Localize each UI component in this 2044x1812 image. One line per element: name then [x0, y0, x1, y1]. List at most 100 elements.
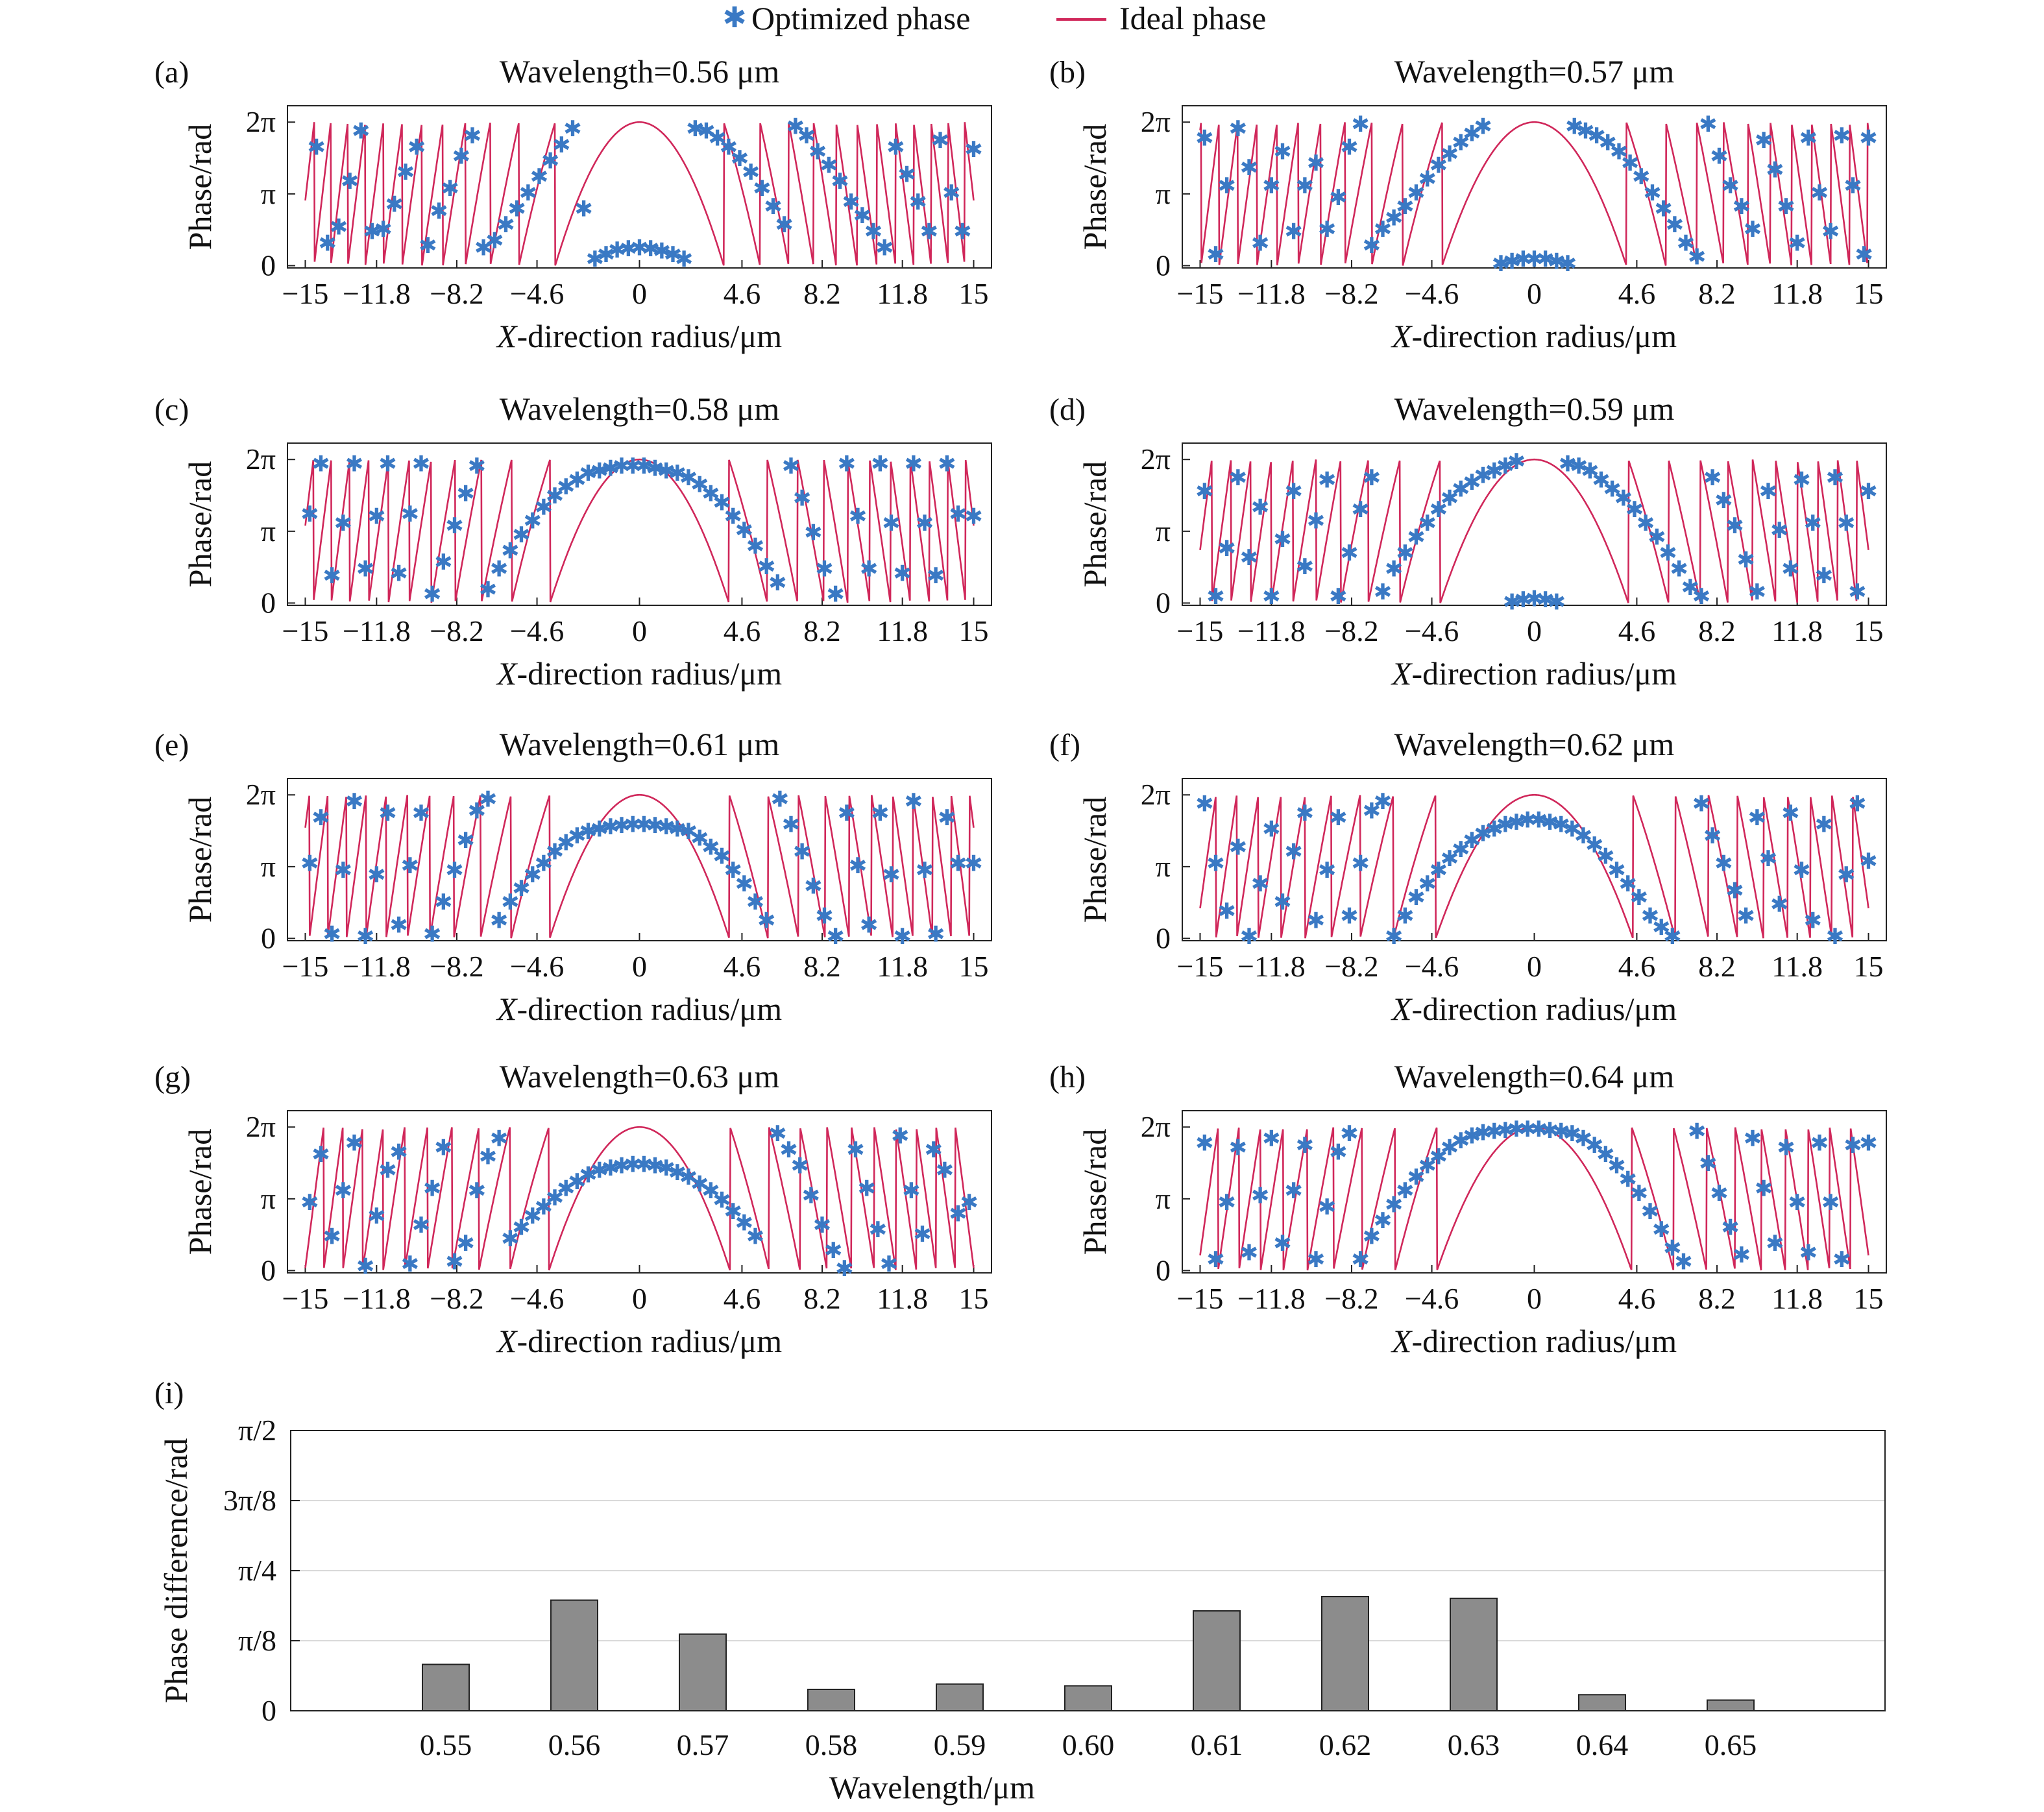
bar: [1707, 1699, 1755, 1711]
optimized-phase-point: ✱: [597, 243, 616, 267]
x-axis-label: X-direction radius/μm: [496, 1323, 782, 1359]
optimized-phase-point: ✱: [1621, 152, 1640, 176]
optimized-phase-point: ✱: [1736, 904, 1755, 928]
optimized-phase-point: ✱: [927, 923, 945, 947]
optimized-phase-point: ✱: [1666, 213, 1685, 237]
optimized-phase-point: ✱: [949, 852, 967, 876]
optimized-phase-point: ✱: [512, 524, 531, 548]
x-axis-label-italic: X: [1391, 318, 1413, 354]
optimized-phase-point: ✱: [1463, 122, 1481, 146]
x-axis-label-rest: -direction radius/μm: [517, 655, 782, 692]
optimized-phase-point: ✱: [635, 455, 653, 479]
y-tick-label: 2π: [1141, 1110, 1171, 1143]
optimized-phase-point: ✱: [786, 115, 805, 139]
optimized-phase-point: ✱: [1721, 175, 1740, 199]
x-tick-label: 0: [1527, 614, 1542, 647]
y-axis-label: Phase/rad: [182, 797, 218, 923]
optimized-phase-point: ✱: [401, 854, 420, 878]
optimized-phase-point: ✱: [378, 1159, 397, 1183]
optimized-phase-point: ✱: [1777, 1136, 1795, 1160]
optimized-phase-point: ✱: [445, 1250, 464, 1274]
optimized-phase-point: ✱: [412, 1214, 431, 1238]
optimized-phase-point: ✱: [964, 138, 983, 162]
optimized-phase-point: ✱: [630, 236, 649, 260]
optimized-phase-point: ✱: [1596, 845, 1615, 869]
optimized-phase-point: ✱: [724, 859, 742, 883]
optimized-phase-point: ✱: [860, 558, 879, 582]
optimized-phase-point: ✱: [1363, 799, 1381, 823]
optimized-phase-point: ✱: [1581, 459, 1600, 483]
optimized-phase-point: ✱: [1262, 585, 1281, 609]
optimized-phase-point: ✱: [835, 1257, 854, 1281]
optimized-phase-point: ✱: [826, 583, 845, 607]
x-tick-label: 4.6: [724, 277, 761, 310]
optimized-phase-point: ✱: [1777, 195, 1795, 219]
optimized-phase-point: ✱: [490, 1127, 509, 1151]
optimized-phase-point: ✱: [1385, 207, 1404, 231]
bar: [1578, 1694, 1626, 1712]
optimized-phase-point: ✱: [389, 562, 408, 586]
optimized-phase-point: ✱: [1551, 813, 1570, 837]
optimized-phase-point: ✱: [1855, 243, 1873, 267]
optimized-phase-point: ✱: [613, 1155, 631, 1179]
panel-label: (i): [154, 1376, 184, 1410]
panel-title: Wavelength=0.62 μm: [1394, 726, 1675, 762]
optimized-phase-point: ✱: [1396, 904, 1415, 928]
optimized-phase-point: ✱: [797, 125, 816, 149]
optimized-phase-point: ✱: [1703, 466, 1722, 490]
optimized-phase-point: ✱: [1217, 537, 1236, 561]
optimized-phase-point: ✱: [1576, 120, 1595, 144]
optimized-phase-point: ✱: [1514, 248, 1533, 272]
optimized-phase-point: ✱: [635, 1154, 653, 1178]
optimized-phase-point: ✱: [322, 923, 341, 947]
optimized-phase-point: ✱: [1810, 1131, 1829, 1155]
y-tick-label: π/8: [238, 1624, 276, 1657]
optimized-phase-point: ✱: [1574, 1127, 1593, 1151]
optimized-phase-point: ✱: [1262, 1127, 1281, 1151]
optimized-phase-point: ✱: [838, 453, 857, 477]
optimized-phase-point: ✱: [1329, 806, 1348, 830]
bar: [936, 1683, 984, 1711]
optimized-phase-point: ✱: [1529, 1118, 1548, 1142]
optimized-phase-point: ✱: [1607, 1155, 1626, 1179]
x-tick-label: 8.2: [1698, 277, 1736, 310]
optimized-phase-point: ✱: [1536, 248, 1555, 272]
optimized-phase-point: ✱: [1251, 873, 1270, 897]
optimized-phase-point: ✱: [1815, 564, 1834, 588]
optimized-phase-point: ✱: [1374, 218, 1393, 242]
optimized-phase-point: ✱: [690, 1173, 709, 1197]
y-tick-label: π: [261, 850, 276, 883]
ideal-phase-line: [304, 1126, 975, 1271]
optimized-phase-point: ✱: [1548, 250, 1566, 274]
optimized-phase-point: ✱: [412, 802, 431, 826]
optimized-phase-point: ✱: [1340, 542, 1359, 566]
optimized-phase-point: ✱: [1206, 585, 1225, 609]
optimized-phase-point: ✱: [334, 1179, 353, 1203]
optimized-phase-point: ✱: [1474, 823, 1492, 847]
optimized-phase-point: ✱: [1296, 175, 1315, 199]
x-axis-label: X-direction radius/μm: [1391, 1323, 1677, 1359]
y-tick-label: 0: [261, 1253, 276, 1287]
optimized-phase-point: ✱: [679, 466, 698, 490]
panel-a: (a) Wavelength=0.56 μm 0 π 2π Phase/rad −15 −11…: [154, 53, 992, 354]
optimized-phase-point: ✱: [479, 788, 498, 812]
x-tick-label: 11.8: [1771, 950, 1823, 983]
optimized-phase-point: ✱: [1273, 528, 1292, 552]
optimized-phase-point: ✱: [964, 505, 983, 529]
optimized-phase-point: ✱: [1273, 1232, 1292, 1256]
ideal-phase-line: [1199, 121, 1869, 266]
optimized-phase-point: ✱: [1529, 808, 1548, 832]
x-tick-label: 0.61: [1191, 1728, 1243, 1761]
x-tick-label: 15: [959, 950, 989, 983]
optimized-phase-point: ✱: [815, 904, 834, 928]
optimized-phase-point: ✱: [1262, 175, 1281, 199]
optimized-phase-point: ✱: [1748, 581, 1767, 605]
optimized-phase-point: ✱: [1826, 466, 1845, 490]
optimized-phase-point: ✱: [701, 482, 720, 506]
optimized-phase-point: ✱: [790, 1155, 809, 1179]
optimized-phase-point: ✱: [1799, 127, 1818, 151]
optimized-phase-point: ✱: [1563, 1122, 1582, 1146]
optimized-phase-point: ✱: [1351, 498, 1370, 522]
optimized-phase-point: ✱: [590, 817, 609, 841]
optimized-phase-point: ✱: [1474, 464, 1492, 488]
